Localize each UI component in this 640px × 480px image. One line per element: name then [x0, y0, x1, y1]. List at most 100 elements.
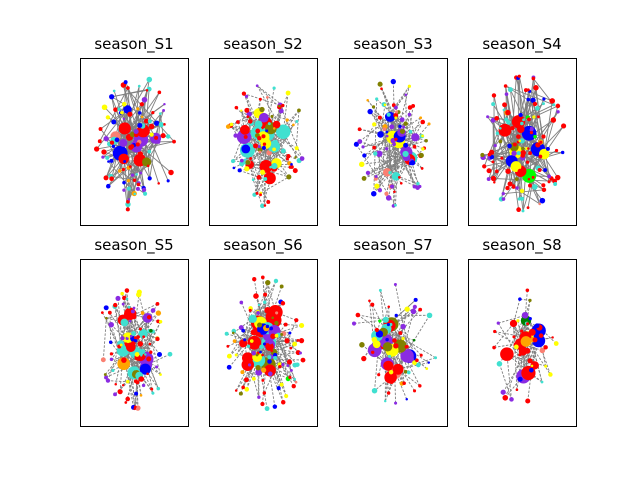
graph-edge — [364, 123, 406, 156]
graph-node — [541, 183, 546, 188]
graph-node — [113, 107, 118, 112]
graph-node — [384, 191, 389, 196]
graph-node — [248, 116, 252, 120]
graph-node — [523, 88, 528, 93]
graph-node — [525, 398, 531, 404]
graph-node — [394, 116, 398, 120]
graph-node — [516, 319, 520, 323]
graph-node — [286, 174, 292, 180]
graph-node — [374, 175, 378, 179]
graph-edge — [122, 303, 158, 321]
graph-node — [538, 154, 543, 159]
graph-edge — [242, 304, 260, 344]
graph-edge — [504, 351, 524, 398]
graph-edge — [374, 333, 380, 391]
graph-edge — [522, 152, 550, 177]
graph-node — [232, 166, 236, 170]
graph-edge — [522, 320, 527, 377]
graph-node — [278, 364, 282, 369]
graph-node — [137, 84, 141, 88]
graph-edge — [374, 349, 388, 365]
graph-node — [245, 160, 251, 165]
graph-node — [288, 375, 292, 379]
graph-node — [121, 101, 127, 107]
graph-node — [547, 174, 552, 179]
graph-edge — [240, 110, 260, 147]
graph-node — [148, 342, 152, 346]
graph-node — [286, 364, 290, 367]
network-panel-s5 — [80, 259, 189, 427]
graph-node — [393, 283, 397, 287]
graph-node — [149, 132, 154, 137]
graph-node — [268, 340, 273, 345]
graph-node — [243, 338, 247, 342]
graph-edge — [373, 106, 388, 149]
graph-node — [285, 118, 289, 122]
graph-node — [247, 335, 262, 350]
graph-node — [385, 130, 389, 134]
graph-node — [351, 321, 357, 326]
graph-node — [398, 176, 401, 179]
graph-node — [98, 127, 103, 131]
graph-node — [294, 156, 297, 159]
graph-node — [415, 358, 419, 363]
graph-edge — [145, 358, 159, 389]
graph-node — [299, 338, 305, 344]
graph-node — [527, 117, 531, 122]
graph-node — [157, 351, 162, 357]
node-group — [224, 275, 306, 412]
graph-node — [105, 378, 111, 383]
graph-node — [491, 102, 496, 107]
graph-node — [504, 117, 509, 122]
graph-node — [156, 140, 161, 144]
graph-node — [272, 147, 276, 152]
graph-node — [279, 382, 284, 387]
graph-node — [133, 407, 136, 411]
graph-node — [267, 122, 271, 126]
graph-node — [121, 167, 126, 172]
graph-node — [388, 171, 392, 175]
graph-node — [113, 392, 117, 397]
graph-node — [289, 346, 293, 350]
panel-title-s8: season_S8 — [482, 236, 562, 254]
graph-node — [246, 344, 251, 348]
graph-node — [272, 404, 278, 409]
graph-node — [537, 168, 542, 173]
graph-edge — [386, 153, 406, 173]
graph-node — [512, 335, 516, 339]
graph-node — [160, 133, 166, 139]
graph-node — [139, 394, 143, 397]
graph-node — [267, 371, 273, 377]
graph-node — [392, 363, 404, 375]
graph-node — [371, 190, 377, 197]
graph-node — [493, 143, 497, 148]
graph-node — [109, 140, 115, 145]
graph-node — [225, 124, 231, 129]
graph-node — [224, 331, 229, 336]
graph-node — [266, 150, 272, 156]
graph-node — [147, 119, 152, 124]
graph-edge — [373, 147, 392, 187]
graph-node — [119, 343, 123, 347]
graph-node — [138, 328, 148, 339]
graph-node — [357, 127, 362, 132]
graph-node — [113, 302, 118, 308]
graph-node — [389, 124, 395, 130]
graph-node — [551, 336, 554, 339]
graph-node — [534, 323, 540, 329]
graph-node — [393, 112, 399, 118]
graph-node — [264, 364, 276, 377]
graph-node — [389, 184, 395, 189]
graph-node — [155, 336, 160, 342]
graph-node — [272, 86, 276, 90]
graph-node — [500, 389, 506, 395]
network-graph-s5 — [100, 288, 173, 411]
graph-node — [93, 146, 100, 152]
graph-node — [231, 159, 236, 164]
graph-edge — [271, 116, 277, 125]
graph-node — [528, 151, 533, 156]
graph-node — [295, 119, 299, 123]
graph-node — [127, 198, 131, 201]
graph-node — [361, 355, 367, 362]
graph-node — [398, 124, 402, 129]
